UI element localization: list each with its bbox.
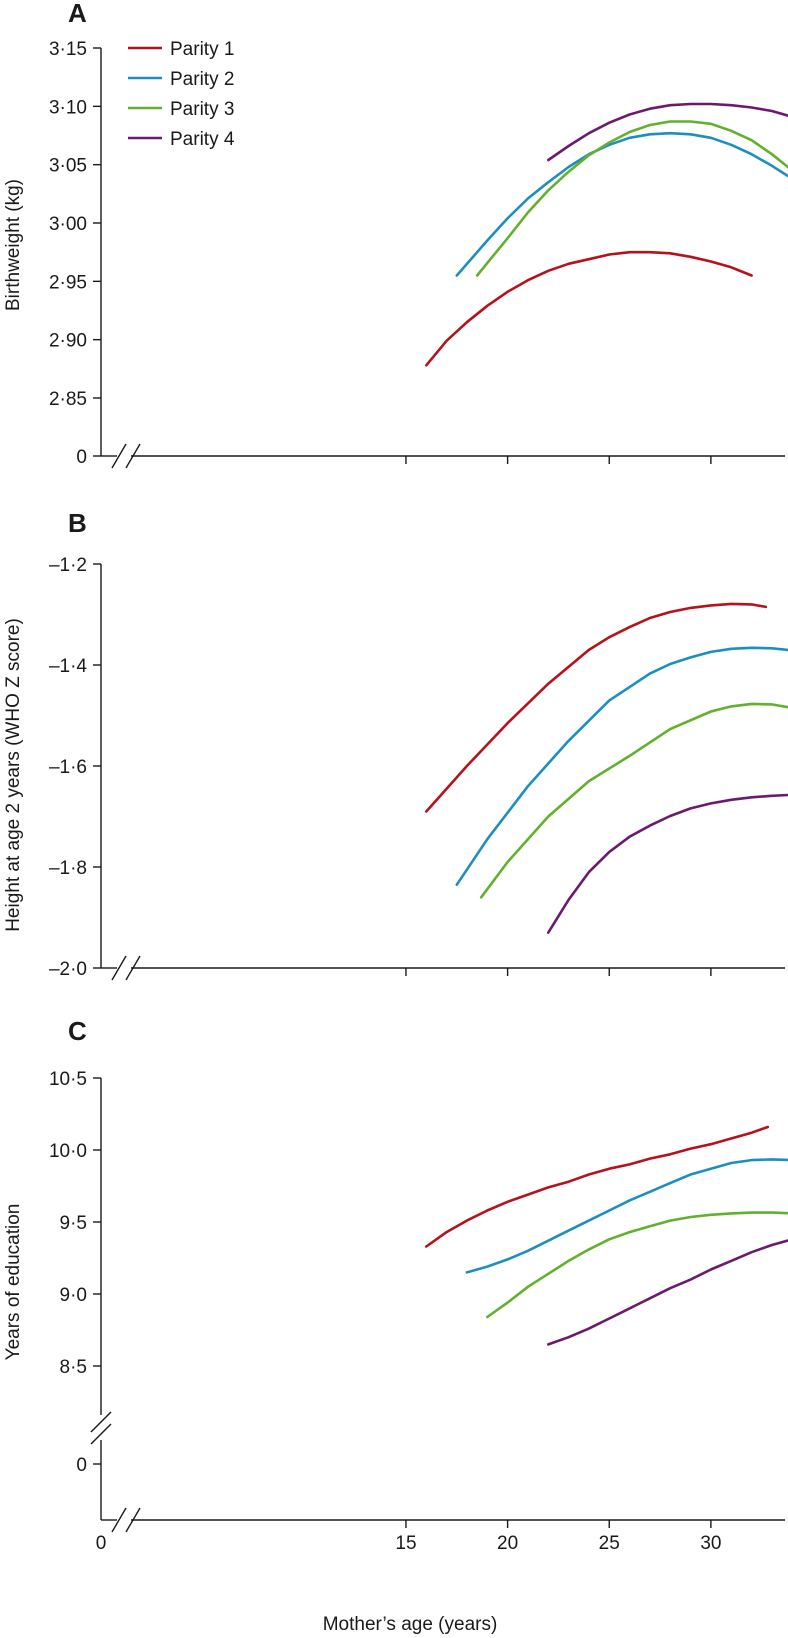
series-line-parity-1 bbox=[424, 250, 753, 367]
legend-label: Parity 4 bbox=[170, 129, 235, 150]
y-axis-break-mark bbox=[90, 1411, 112, 1433]
x-tick-label: 20 bbox=[497, 1533, 518, 1554]
series-line-parity-4 bbox=[546, 102, 788, 162]
y-tick-label: 3·15 bbox=[49, 39, 87, 60]
y-tick-label: 2·85 bbox=[49, 389, 87, 410]
y-tick-label: 9·0 bbox=[60, 1285, 87, 1306]
x-axis-break-mark bbox=[111, 955, 127, 981]
y-axis-title: Birthweight (kg) bbox=[3, 179, 24, 311]
x-axis-break-mark bbox=[125, 1507, 141, 1533]
y-tick-label: –1·6 bbox=[49, 757, 87, 778]
series-line-parity-4 bbox=[546, 1239, 788, 1346]
panel-c: C 0 8·5 9·0 9·5 10·0 10·5 Years of education bbox=[3, 1016, 788, 1533]
y-tick-label: 3·05 bbox=[49, 156, 87, 177]
panel-a: A 0 2·85 2·90 2·95 3·00 3·05 3·10 3·15 Birthweigh… bbox=[3, 0, 788, 469]
y-tick-label: 0 bbox=[76, 1455, 87, 1476]
x-tick-label: 25 bbox=[599, 1533, 620, 1554]
panel-letter: C bbox=[68, 1016, 87, 1046]
x-tick-label: 0 bbox=[96, 1533, 107, 1554]
y-tick-label: –1·8 bbox=[49, 858, 87, 879]
y-tick-label: –2·0 bbox=[49, 959, 87, 980]
y-tick-label: 9·5 bbox=[60, 1213, 87, 1234]
x-axis: 0152025303540Mother’s age (years) bbox=[96, 1533, 722, 1635]
x-axis-title: Mother’s age (years) bbox=[323, 1614, 498, 1635]
y-tick-label: 0 bbox=[76, 447, 87, 468]
y-tick-label: 3·00 bbox=[49, 214, 87, 235]
y-tick-label: –1·4 bbox=[49, 656, 87, 677]
x-tick-label: 30 bbox=[700, 1533, 721, 1554]
legend-label: Parity 3 bbox=[170, 99, 234, 120]
panel-letter: B bbox=[68, 508, 87, 538]
y-tick-label: 10·0 bbox=[49, 1141, 87, 1162]
y-tick-label: 2·90 bbox=[49, 331, 87, 352]
y-tick-label: 2·95 bbox=[49, 272, 87, 293]
series-line-parity-3 bbox=[485, 1211, 788, 1319]
panel-b: B –2·0 –1·8 –1·6 –1·4 –1·2 Height at age 2 yea… bbox=[3, 508, 788, 981]
x-axis-break-mark bbox=[125, 443, 141, 469]
x-axis-break-mark bbox=[111, 443, 127, 469]
y-tick-label: 10·5 bbox=[49, 1069, 87, 1090]
series-line-parity-2 bbox=[455, 131, 788, 277]
series-line-parity-2 bbox=[455, 646, 788, 887]
x-axis-break-mark bbox=[125, 955, 141, 981]
series-line-parity-1 bbox=[424, 602, 768, 813]
y-axis-title: Height at age 2 years (WHO Z score) bbox=[3, 618, 24, 932]
series-line-parity-1 bbox=[424, 1125, 770, 1248]
y-axis-break-mark bbox=[90, 1423, 112, 1445]
x-axis-break-mark bbox=[111, 1507, 127, 1533]
series-line-parity-4 bbox=[546, 793, 788, 934]
y-tick-label: –1·2 bbox=[49, 555, 87, 576]
x-tick-label: 15 bbox=[395, 1533, 416, 1554]
panel-letter: A bbox=[68, 0, 87, 28]
legend-label: Parity 2 bbox=[170, 69, 234, 90]
series-line-parity-2 bbox=[465, 1158, 788, 1274]
y-tick-label: 8·5 bbox=[60, 1357, 87, 1378]
series-line-parity-3 bbox=[475, 120, 788, 277]
y-axis-title: Years of education bbox=[3, 1204, 24, 1361]
series-line-parity-3 bbox=[479, 702, 788, 899]
legend-label: Parity 1 bbox=[170, 39, 234, 60]
y-tick-label: 3·10 bbox=[49, 97, 87, 118]
